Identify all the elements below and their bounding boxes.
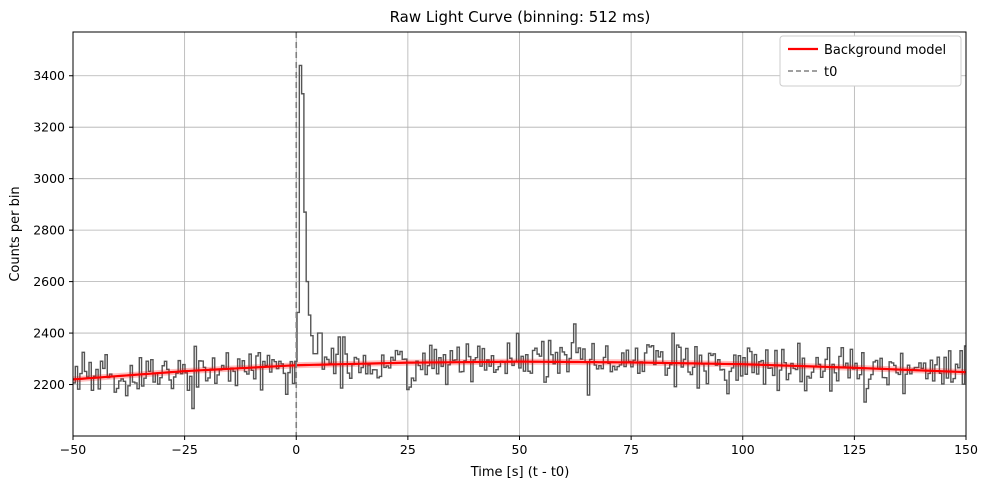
- x-tick-label: −50: [60, 442, 86, 457]
- x-tick-label: 25: [400, 442, 416, 457]
- x-tick-label: 125: [842, 442, 866, 457]
- y-axis-label: Counts per bin: [8, 186, 23, 281]
- x-tick-label: 0: [292, 442, 300, 457]
- legend-frame: [779, 35, 962, 87]
- x-tick-label: 50: [512, 442, 528, 457]
- y-tick-label: 2200: [33, 377, 65, 392]
- y-tick-label: 2600: [33, 274, 65, 289]
- legend-t0-label: t0: [824, 65, 837, 80]
- background-model-line: [73, 360, 966, 381]
- x-axis-label: Time [s] (t - t0): [470, 465, 570, 480]
- legend: Background model t0: [779, 35, 962, 87]
- y-tick-label: 2800: [33, 223, 65, 238]
- x-tick-label: 75: [623, 442, 639, 457]
- x-tick-label: 100: [731, 442, 755, 457]
- legend-background-model-label: Background model: [824, 43, 946, 58]
- y-tick-label: 2400: [33, 326, 65, 341]
- chart-title: Raw Light Curve (binning: 512 ms): [390, 8, 651, 26]
- y-tick-label: 3200: [33, 120, 65, 135]
- x-tick-label: 150: [954, 442, 978, 457]
- plot-area: −50 −25 0 25 50 75 100 125 150 2200 2400 2600 2800 30…: [33, 31, 978, 457]
- y-tick-label: 3400: [33, 68, 65, 83]
- x-tick-label: −25: [171, 442, 197, 457]
- y-tick-label: 3000: [33, 171, 65, 186]
